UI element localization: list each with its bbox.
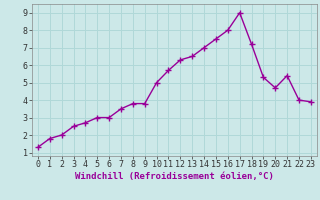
X-axis label: Windchill (Refroidissement éolien,°C): Windchill (Refroidissement éolien,°C) (75, 172, 274, 181)
